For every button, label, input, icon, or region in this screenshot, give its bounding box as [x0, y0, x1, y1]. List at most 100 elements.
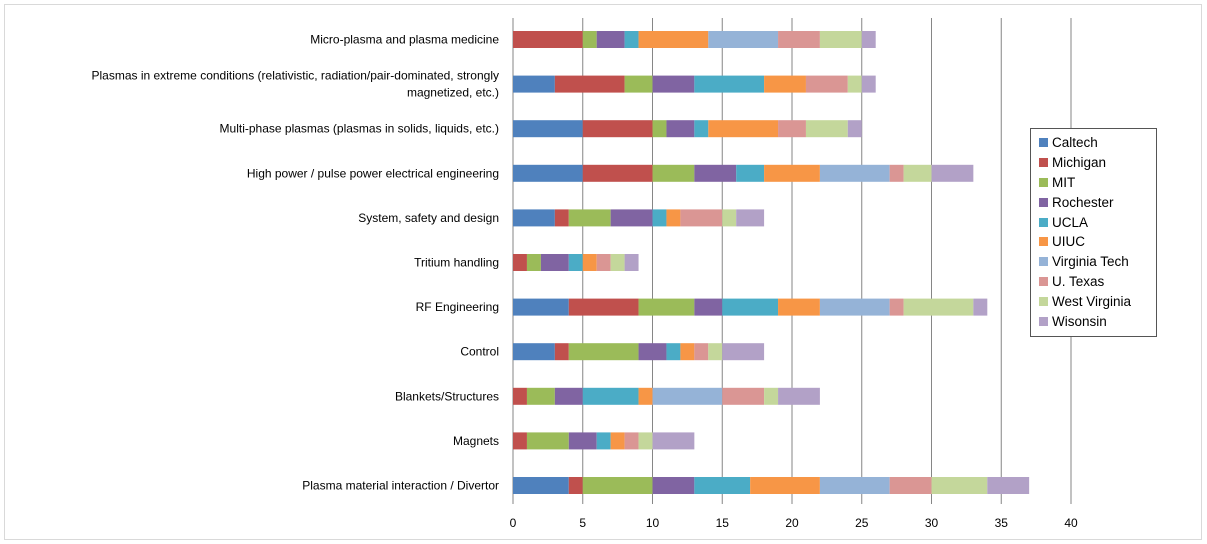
category-label: Plasma material interaction / Divertor [302, 479, 499, 493]
bar-segment-caltech [513, 120, 583, 138]
bar-segment-mit [568, 209, 611, 227]
bar-segment-u-texas [624, 432, 639, 450]
legend-entry: MIT [1039, 173, 1156, 193]
legend-entry: Virginia Tech [1039, 252, 1156, 272]
x-tick-label: 25 [855, 516, 869, 530]
bar-segment-rochester [540, 254, 569, 271]
bar-segment-mit [652, 120, 667, 138]
bar-segment-virginia-tech [819, 164, 890, 182]
bar-segment-wisonsin [847, 120, 862, 138]
category-label: magnetized, etc.) [407, 86, 499, 100]
bar-segment-michigan [513, 31, 583, 48]
bar-segment-virginia-tech [819, 298, 890, 316]
bar-segment-uiuc [638, 31, 709, 48]
x-tick-label: 35 [995, 516, 1009, 530]
bar-segment-uiuc [750, 477, 820, 494]
bar-segment-wisonsin [736, 209, 765, 227]
bar-segment-mit [526, 432, 569, 450]
legend-entry: U. Texas [1039, 272, 1156, 292]
bar-segment-uiuc [778, 298, 820, 316]
bar-segment-rochester [638, 343, 667, 361]
bar-segment-wisonsin [987, 477, 1030, 494]
bar-segment-rochester [694, 298, 723, 316]
legend-entry: Rochester [1039, 192, 1156, 212]
bar-segment-michigan [568, 477, 583, 494]
bar-segment-mit [526, 254, 541, 271]
bar-segment-mit [568, 343, 639, 361]
legend-entry: UCLA [1039, 212, 1156, 232]
bar-segment-wisonsin [652, 432, 695, 450]
x-tick-label: 20 [785, 516, 799, 530]
bar-segment-u-texas [694, 343, 709, 361]
bar-segment-michigan [513, 387, 527, 405]
bar-segment-west-virginia [722, 209, 737, 227]
x-tick-label: 0 [510, 516, 517, 530]
legend-label: UCLA [1052, 214, 1089, 230]
bar-segment-west-virginia [610, 254, 625, 271]
bar-segment-u-texas [722, 387, 765, 405]
bar-segment-virginia-tech [819, 477, 890, 494]
category-label: Micro-plasma and plasma medicine [310, 33, 499, 47]
bar-segment-u-texas [889, 477, 932, 494]
bar-segment-rochester [652, 477, 695, 494]
bar-segment-rochester [568, 432, 597, 450]
legend-label: MIT [1052, 174, 1076, 190]
bar-segment-wisonsin [861, 75, 876, 93]
bar-segment-rochester [652, 75, 695, 93]
bar-segment-rochester [666, 120, 695, 138]
bar-segment-uiuc [666, 209, 681, 227]
bar-segment-michigan [554, 343, 569, 361]
bar-segment-u-texas [805, 75, 848, 93]
bar-segment-ucla [736, 164, 765, 182]
bar-segment-wisonsin [931, 164, 974, 182]
bar-segment-caltech [513, 209, 555, 227]
bar-segment-ucla [568, 254, 583, 271]
bar-segment-wisonsin [778, 387, 820, 405]
bar-segment-michigan [568, 298, 639, 316]
bar-segment-virginia-tech [708, 31, 779, 48]
bar-segment-caltech [513, 343, 555, 361]
category-label: Control [460, 345, 499, 359]
legend-entry: Michigan [1039, 153, 1156, 173]
chart-frame [4, 4, 1202, 540]
category-label: Plasmas in extreme conditions (relativis… [91, 69, 499, 83]
bar-segment-uiuc [610, 432, 625, 450]
legend-swatch [1039, 177, 1048, 187]
x-tick-label: 30 [925, 516, 939, 530]
bar-segment-mit [582, 31, 597, 48]
bar-segment-wisonsin [973, 298, 988, 316]
bar-segment-u-texas [596, 254, 611, 271]
bar-segment-west-virginia [847, 75, 862, 93]
chart-legend: Caltech Michigan MIT Rochester UCLA UIUC Virgi… [1030, 128, 1157, 337]
legend-swatch [1039, 257, 1048, 267]
bar-segment-west-virginia [931, 477, 988, 494]
bar-segment-ucla [596, 432, 611, 450]
bar-segment-caltech [513, 298, 569, 316]
legend-swatch [1039, 217, 1048, 227]
bar-segment-uiuc [764, 164, 820, 182]
bar-segment-ucla [694, 75, 765, 93]
bar-segment-rochester [694, 164, 737, 182]
bar-segment-michigan [582, 164, 653, 182]
legend-label: Virginia Tech [1052, 254, 1129, 270]
bar-segment-caltech [513, 164, 583, 182]
x-tick-label: 40 [1064, 516, 1078, 530]
legend-entry: Caltech [1039, 133, 1156, 153]
legend-label: U. Texas [1052, 273, 1105, 289]
bar-segment-uiuc [638, 387, 653, 405]
legend-label: West Virginia [1052, 293, 1132, 309]
bar-segment-caltech [513, 477, 569, 494]
bar-segment-u-texas [889, 164, 904, 182]
bar-segment-michigan [513, 432, 527, 450]
bar-segment-wisonsin [861, 31, 876, 48]
category-label: Multi-phase plasmas (plasmas in solids, … [220, 122, 499, 136]
bar-segment-mit [638, 298, 695, 316]
bar-segment-michigan [554, 209, 569, 227]
legend-label: Wisonsin [1052, 313, 1107, 329]
bar-segment-u-texas [778, 31, 820, 48]
bar-segment-michigan [554, 75, 625, 93]
bar-segment-west-virginia [903, 298, 974, 316]
category-label: High power / pulse power electrical engi… [247, 166, 499, 180]
legend-swatch [1039, 276, 1048, 286]
